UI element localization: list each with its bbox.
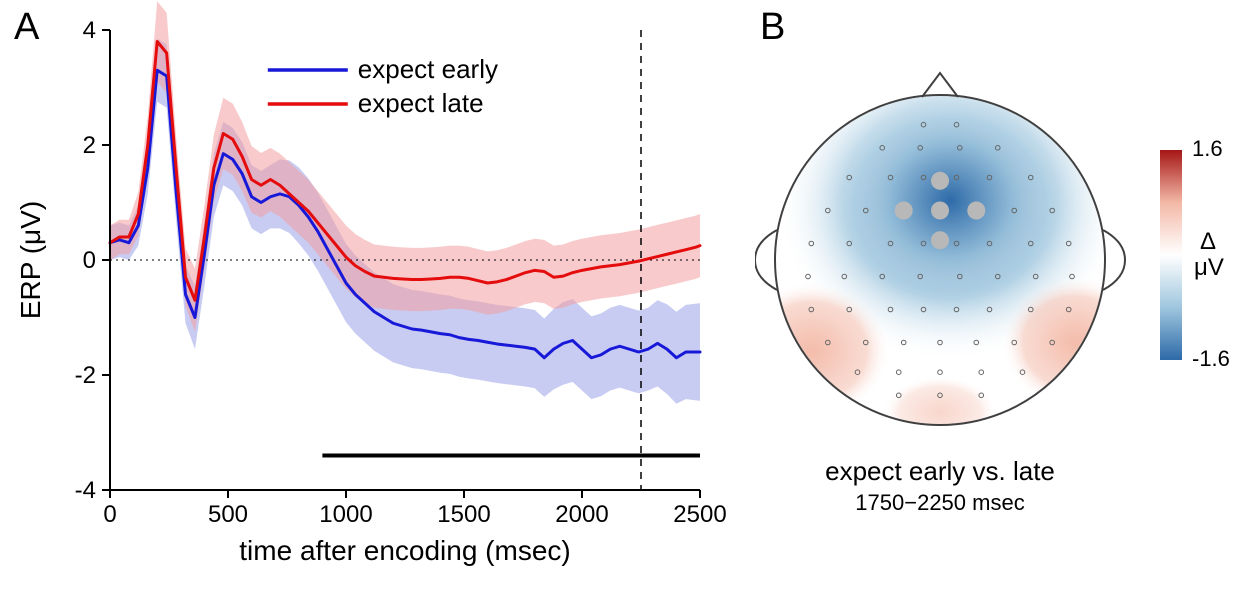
colorbar-min: -1.6: [1192, 346, 1230, 371]
x-tick-label: 1500: [437, 501, 490, 528]
x-tick-label: 500: [208, 501, 248, 528]
topomap-surface: [755, 48, 1150, 448]
y-tick-label: 2: [83, 132, 96, 159]
topomap: 1.6 -1.6 ΔμV expect early vs. late 1750−2250…: [755, 0, 1253, 595]
colorbar-max: 1.6: [1192, 136, 1223, 161]
y-tick-label: 0: [83, 247, 96, 274]
electrode-highlight: [967, 202, 985, 220]
topomap-caption: expect early vs. late: [825, 456, 1055, 486]
y-tick-label: -4: [75, 477, 96, 504]
figure: A B 05001000150020002500-4-2024time afte…: [0, 0, 1253, 595]
electrode-highlight: [931, 172, 949, 190]
x-tick-label: 2000: [555, 501, 608, 528]
y-axis-label: ERP (μV): [15, 201, 46, 319]
electrode-highlight: [931, 231, 949, 249]
x-axis-label: time after encoding (msec): [239, 535, 570, 566]
legend-label: expect late: [358, 88, 484, 118]
topomap-subcaption: 1750−2250 msec: [855, 490, 1024, 515]
colorbar-unit: μV: [1194, 254, 1224, 281]
x-tick-label: 1000: [319, 501, 372, 528]
erp-timeseries-chart: 0 500 1000 1500 2000 2500 -4 -2 0 2 4 time after en…: [0, 0, 740, 585]
x-tick-label: 2500: [673, 501, 726, 528]
colorbar: [1160, 150, 1182, 360]
nose-outline: [922, 73, 958, 97]
colorbar-delta: Δ: [1200, 228, 1216, 255]
legend-label: expect early: [358, 54, 498, 84]
electrode-highlight: [931, 202, 949, 220]
ear-left: [755, 230, 777, 290]
y-tick-label: -2: [75, 362, 96, 389]
electrode-highlight: [895, 202, 913, 220]
x-tick-label: 0: [103, 501, 116, 528]
y-tick-label: 4: [83, 17, 96, 44]
ear-right: [1103, 230, 1125, 290]
